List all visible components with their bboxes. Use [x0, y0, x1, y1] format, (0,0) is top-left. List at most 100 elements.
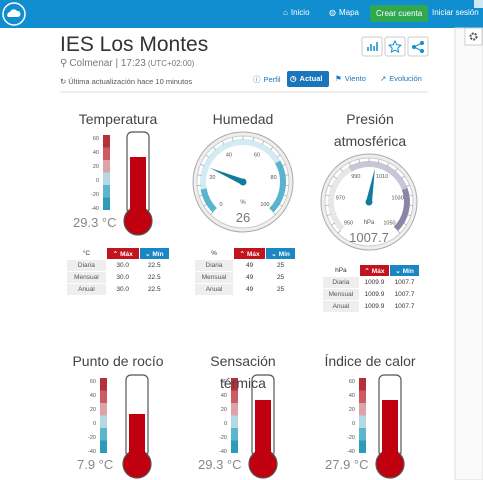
tab-label: Viento — [344, 74, 366, 83]
scale-label: 40 — [349, 393, 355, 399]
gauge-tick — [397, 230, 401, 234]
scale-segment — [100, 403, 107, 416]
gauge-tick — [281, 164, 286, 167]
widget-title: Índice de calor — [324, 353, 416, 369]
scale-label: 20 — [349, 407, 355, 413]
share-dot — [420, 41, 424, 45]
arrow: ⌃ — [364, 267, 370, 275]
gauge-tick — [328, 184, 333, 187]
scale-segment — [100, 378, 107, 391]
login-link[interactable]: Iniciar sesión — [432, 8, 479, 17]
scale-label: 0 — [96, 178, 99, 184]
corner-icon[interactable] — [474, 0, 483, 8]
unit-cell: °C — [82, 250, 91, 257]
thermo-fill — [382, 400, 398, 458]
value-cell: 22.5 — [147, 262, 161, 269]
gauge-tick — [394, 168, 398, 172]
gauge-hub — [239, 178, 247, 186]
gauge-label: 950 — [344, 221, 353, 227]
tab[interactable]: ↗ Evolución — [380, 74, 422, 83]
stats-grid: °C ⌃ Máx ⌄ Mín Diaria 30.0 22.5 Mensual 30.0 22.5 A… — [66, 247, 170, 296]
min-header: ⌄ Mín — [139, 248, 169, 259]
scale-segment — [103, 172, 110, 185]
gauge-unit: hPa — [364, 220, 375, 226]
data-row: Anual 1009.9 1007.7 — [323, 301, 419, 312]
gauge-label: 60 — [254, 152, 260, 158]
gauge-tick — [337, 230, 341, 234]
gauge-tick — [272, 211, 276, 215]
header-row: °C ⌃ Máx ⌄ Mín — [67, 248, 169, 259]
home-icon: ⌂ — [283, 8, 288, 17]
reading: 29.3 °C — [73, 215, 117, 230]
scale-label: 40 — [93, 150, 99, 156]
share-button[interactable] — [407, 36, 429, 57]
tab-label: Evolución — [389, 74, 422, 83]
gauge-tick — [252, 137, 255, 142]
gauge-tick — [276, 154, 281, 158]
scale-segment — [100, 440, 107, 453]
tab-icon: ⚑ — [335, 74, 342, 83]
signup-button[interactable]: Crear cuenta — [370, 5, 429, 22]
value-cell: 30.0 — [116, 262, 129, 269]
logo[interactable] — [2, 2, 26, 26]
logo-cloud — [7, 9, 21, 17]
thermo-fill — [130, 157, 146, 215]
nav-link[interactable]: ◍ Mapa — [329, 8, 359, 17]
action-buttons — [361, 36, 429, 57]
settings-button[interactable] — [464, 27, 483, 46]
scale-label: 40 — [221, 393, 227, 399]
gauge-tick — [327, 214, 332, 216]
stats-grid: hPa ⌃ Máx ⌄ Mín Diaria 1009.9 1007.7 Mensual 1009… — [322, 264, 420, 313]
gauge-tick — [197, 174, 202, 176]
gauge-tick — [405, 184, 410, 187]
thermo-fill — [255, 400, 271, 458]
scale-label: 0 — [93, 421, 96, 427]
chart-button[interactable] — [361, 36, 383, 57]
scale-segment — [359, 403, 366, 416]
arrow: ⌃ — [112, 250, 119, 258]
scale-label: 60 — [221, 379, 227, 385]
tab-label: Perfil — [263, 75, 281, 84]
nav-link[interactable]: ⌂ Inicio — [283, 8, 310, 17]
scale-label: -20 — [219, 435, 227, 441]
gauge-tick — [261, 140, 265, 145]
update-text: Última actualización hace 10 minutos — [68, 77, 193, 86]
gear-icon — [469, 32, 478, 41]
gauge-tick — [331, 222, 336, 226]
scale-label: -40 — [88, 449, 96, 455]
scale-label: 60 — [93, 136, 99, 142]
gauge-band — [200, 139, 281, 176]
scale-segment — [100, 390, 107, 403]
widget-title: Punto de rocío — [72, 353, 164, 369]
reading: 26 — [235, 210, 251, 225]
tab[interactable]: ⓘ Perfil — [253, 74, 281, 85]
scale-segment — [231, 415, 238, 428]
scale-segment — [103, 160, 110, 173]
value-cell: 1009.9 — [364, 303, 385, 310]
scale-segment — [231, 390, 238, 403]
gauge-label: 970 — [336, 195, 345, 201]
widget-title: Sensación térmica — [210, 353, 276, 391]
row-label: Anual — [195, 284, 234, 295]
unit-cell: hPa — [335, 267, 347, 274]
tab-icon: ⓘ — [253, 75, 261, 84]
location: ⚲ Colmenar | 17:23 (UTC+02:00) — [60, 58, 194, 69]
tab[interactable]: ◷ Actual — [290, 74, 322, 83]
gauge-tick — [284, 174, 289, 176]
row-label: Mensual — [195, 272, 234, 283]
gauge-tick — [408, 194, 413, 197]
scale-segment — [359, 440, 366, 453]
thermo-fill — [129, 414, 145, 458]
column-label: Máx — [246, 250, 260, 258]
favorite-button[interactable] — [384, 36, 406, 57]
tab[interactable]: ⚑ Viento — [335, 74, 366, 83]
scale-label: -20 — [91, 192, 99, 198]
scale-segment — [359, 415, 366, 428]
data-row: Mensual 1009.9 1007.7 — [323, 289, 419, 300]
scale-segment — [231, 378, 238, 391]
gauge-tick — [325, 194, 330, 197]
scale-label: -20 — [88, 435, 96, 441]
nav-link-text: Inicio — [290, 8, 310, 17]
gauge-tick — [205, 154, 210, 158]
